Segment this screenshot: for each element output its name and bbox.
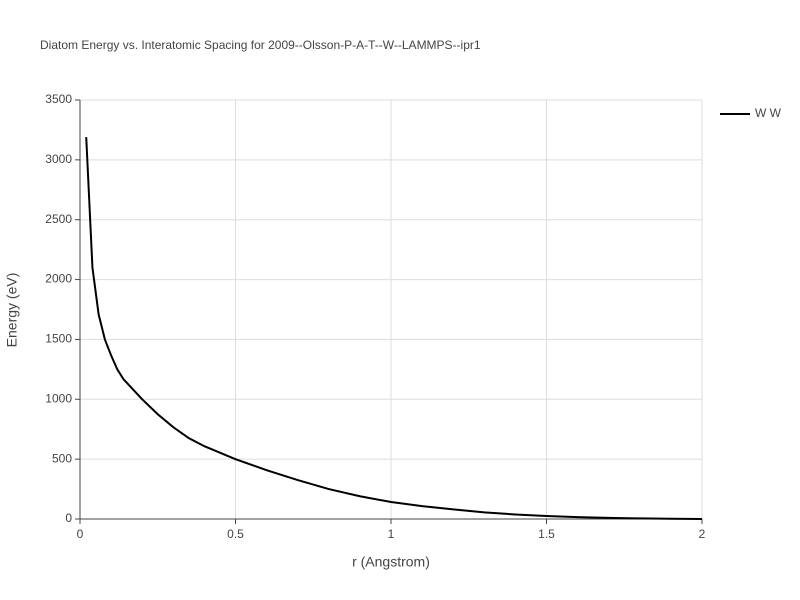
x-tick-label: 2	[699, 527, 706, 541]
y-tick-label: 1000	[45, 391, 72, 405]
data-line	[85, 137, 703, 520]
y-tick-label: 2000	[45, 272, 72, 286]
x-tick-label: 1.5	[538, 527, 555, 541]
x-tick-label: 0.5	[227, 527, 244, 541]
y-tick-label: 1500	[45, 332, 72, 346]
y-axis-label: Energy (eV)	[4, 273, 20, 348]
legend-label: W W	[755, 106, 782, 120]
y-tick-label: 0	[65, 511, 72, 525]
chart-title: Diatom Energy vs. Interatomic Spacing fo…	[40, 38, 481, 52]
y-tick-label: 3000	[45, 152, 72, 166]
x-tick-label: 0	[77, 527, 84, 541]
y-tick-label: 500	[52, 451, 72, 465]
x-axis-label: r (Angstrom)	[352, 554, 430, 570]
y-tick-label: 3500	[45, 92, 72, 106]
x-tick-label: 1	[388, 527, 395, 541]
y-tick-label: 2500	[45, 212, 72, 226]
